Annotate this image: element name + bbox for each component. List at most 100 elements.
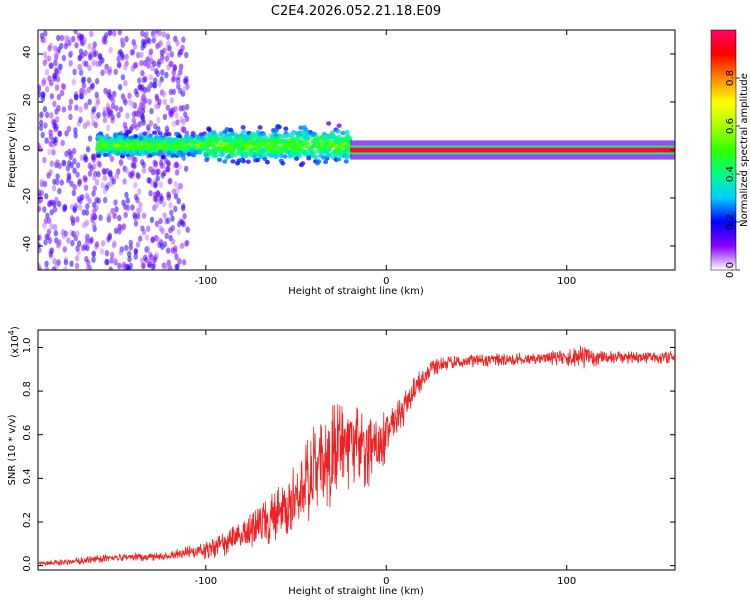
- spectrogram-cell: [67, 160, 72, 167]
- spectrogram-cell: [68, 98, 74, 105]
- spectrogram-cell: [56, 34, 61, 42]
- spectrogram-cell: [178, 68, 183, 76]
- spectrogram-cell: [38, 196, 44, 203]
- spectrogram-cell: [123, 203, 128, 210]
- spectrogram-cell: [318, 135, 324, 140]
- spectrogram-cell: [47, 237, 53, 245]
- spectrogram-cell: [69, 180, 74, 187]
- spectrogram-cell: [105, 124, 111, 132]
- spectrogram-cell: [107, 69, 112, 76]
- spectrogram-cell: [160, 155, 166, 160]
- spectrogram-cell: [332, 144, 338, 149]
- spectrogram-cell: [179, 242, 185, 250]
- spectrogram-cell: [129, 151, 135, 157]
- spectrogram-cell: [152, 256, 158, 263]
- colorbar-tick-label: 0.6: [725, 118, 736, 134]
- spectrogram-cell: [166, 194, 171, 201]
- spectrogram-cell: [116, 111, 121, 119]
- spectrogram-cell: [44, 86, 50, 93]
- spectrogram-cell: [320, 155, 326, 160]
- spectrogram-cell: [160, 69, 165, 76]
- spectrogram-cell: [103, 67, 109, 74]
- spectrogram-cell: [184, 103, 190, 111]
- spectrogram-cell: [39, 32, 45, 40]
- spectrogram-cell: [120, 74, 126, 81]
- spectrogram-cell: [168, 201, 173, 209]
- spectrogram-cell: [219, 153, 225, 158]
- spectrogram-cell: [94, 91, 99, 99]
- spectrogram-cell: [101, 142, 107, 147]
- spectrogram-cell: [296, 134, 302, 140]
- snr-y-ticks: 0.0 0.2 0.4 0.6 0.8 1.0: [22, 338, 675, 572]
- spectrogram-cell: [39, 111, 44, 118]
- spectrogram-cell: [301, 150, 307, 155]
- spectrogram-cell: [178, 105, 184, 112]
- spectrogram-cell: [82, 221, 87, 229]
- spectrogram-cell: [55, 76, 61, 83]
- spectrogram-cell: [148, 74, 154, 81]
- spectrogram-cell: [280, 161, 286, 166]
- spectrogram-cell: [110, 102, 116, 110]
- spectrogram-cell: [289, 149, 295, 155]
- spectrogram-cell: [126, 266, 132, 270]
- colorbar-tick-label: 0.2: [725, 214, 736, 230]
- spectrogram-cell: [44, 137, 49, 144]
- spectrogram-cell: [47, 75, 52, 82]
- spectrogram-cell: [48, 133, 54, 141]
- spectrogram-cell: [97, 161, 102, 168]
- spectrogram-cell: [138, 102, 144, 109]
- spectrogram-cell: [66, 125, 72, 133]
- spectrogram-cell: [137, 77, 142, 84]
- spectrogram-cell: [71, 189, 77, 197]
- spectrogram-cell: [146, 177, 151, 184]
- spectrogram-cell: [108, 46, 113, 54]
- spectrogram-cell: [242, 152, 248, 157]
- spectrogram-panel: -100 0 100 -40 -20 0 20 40 Height of straight …: [7, 29, 676, 297]
- spectrogram-cell: [282, 154, 288, 159]
- spectrogram-cell: [90, 82, 95, 89]
- snr-x-label: Height of straight line (km): [288, 586, 424, 597]
- spectrogram-cell: [168, 60, 173, 68]
- spectrogram-cell: [56, 46, 62, 53]
- spectrogram-cell: [154, 220, 160, 228]
- spectrogram-cell: [113, 68, 118, 76]
- spectrogram-cell: [124, 167, 129, 174]
- spectrogram-cell: [85, 203, 90, 210]
- spectrogram-cell: [85, 146, 91, 153]
- spectrogram-cell: [157, 30, 162, 37]
- spectrogram-cell: [78, 48, 84, 55]
- spectrogram-cell: [185, 226, 190, 233]
- spectrogram-cell: [87, 43, 92, 50]
- spectrogram-cell: [176, 228, 182, 236]
- spectrogram-cell: [156, 116, 161, 124]
- spectrogram-cell: [164, 232, 169, 240]
- spectrogram-cell: [336, 134, 342, 140]
- spectrogram-cell: [55, 173, 60, 180]
- spectrogram-cell: [152, 77, 158, 84]
- spectrogram-cell: [149, 180, 155, 188]
- spectrogram-cell: [150, 141, 156, 146]
- spectrogram-cell: [283, 126, 289, 131]
- spectrogram-cell: [71, 230, 76, 238]
- spectrogram-cell: [69, 260, 74, 267]
- spectrogram-cell: [289, 146, 295, 151]
- spectrogram-cell: [259, 148, 265, 154]
- spectrogram-cell: [74, 104, 79, 111]
- spectrogram-cell: [62, 246, 67, 253]
- spectrogram-cell: [104, 258, 109, 266]
- spectrogram-cell: [178, 63, 184, 70]
- spectrogram-cell: [184, 139, 190, 145]
- spectrogram-cell: [157, 80, 162, 87]
- snr-y-tick-label: 0.4: [22, 468, 33, 484]
- spectrogram-cell: [203, 146, 209, 151]
- spectrogram-cell: [61, 232, 67, 239]
- spectrogram-cell: [326, 146, 332, 152]
- spectrogram-cell: [128, 171, 133, 178]
- spectrogram-cell: [52, 100, 57, 108]
- spectrogram-cell: [145, 245, 151, 253]
- spectrogram-cell: [124, 53, 129, 61]
- spectrogram-cell: [52, 223, 58, 231]
- spectrogram-cell: [80, 88, 86, 95]
- spectrogram-cell: [117, 223, 122, 230]
- spectrogram-cell: [195, 135, 201, 141]
